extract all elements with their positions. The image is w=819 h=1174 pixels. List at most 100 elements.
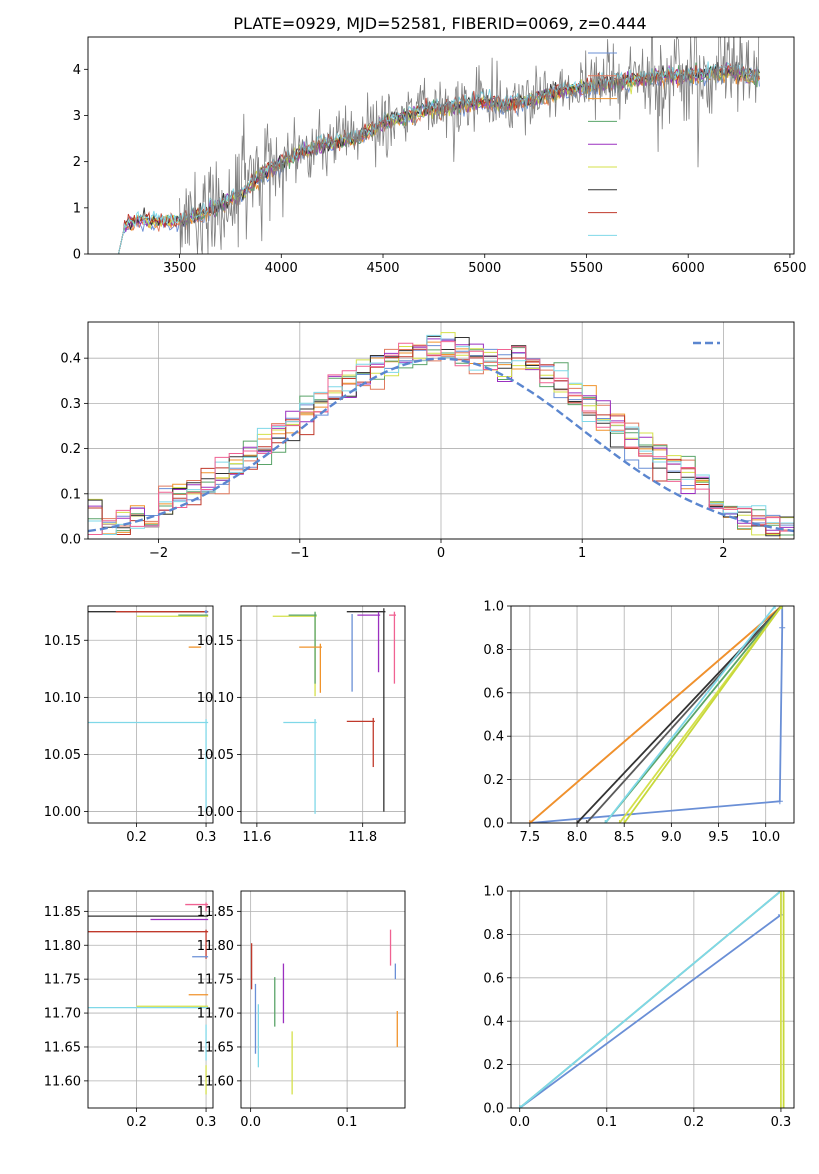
model-line-8 (118, 61, 760, 254)
cumulative-line-4 (585, 606, 783, 823)
cumulative-line-3 (576, 606, 783, 823)
data-marker (602, 820, 609, 823)
y-tick-label: 3 (73, 109, 81, 124)
chart-mass-vs-ebv: 0.0 0.1 11.60 11.65 11.70 11.75 11.80 11.85 (197, 890, 406, 1130)
cumulative-line-2 (529, 606, 783, 823)
y-tick-label: 1.0 (483, 885, 504, 900)
error-bar-point (272, 612, 317, 697)
x-tick-label: 3500 (163, 261, 196, 276)
y-tick-label: 10.00 (44, 805, 81, 820)
histogram-step-9 (88, 341, 794, 535)
x-tick-label: 2 (719, 546, 727, 561)
gaussian-curve (88, 357, 794, 533)
y-tick-label: 10.15 (197, 634, 234, 649)
x-tick-label: 9.5 (708, 830, 729, 845)
x-tick-label: −2 (149, 546, 168, 561)
y-tick-label: 10.05 (197, 748, 234, 763)
y-tick-label: 0.4 (483, 1015, 504, 1030)
plot-area (516, 891, 787, 1108)
x-tick-label: 1 (578, 546, 586, 561)
model-line-7 (118, 62, 760, 254)
x-tick-label: 0.1 (337, 1115, 358, 1130)
observed-spectrum (179, 37, 760, 254)
x-tick-label: 10.0 (751, 830, 780, 845)
y-tick-label: 0.8 (483, 643, 504, 658)
x-tick-label: 9.0 (661, 830, 682, 845)
chart-spectrum: 3500 4000 4500 5000 5500 6000 6500 0 1 2 3 4 (73, 36, 806, 276)
axes-frame (87, 36, 795, 255)
x-tick-label: 6500 (773, 261, 806, 276)
x-tick-label: 0 (437, 546, 445, 561)
y-tick-label: 11.70 (44, 1007, 81, 1022)
y-tick-label: 0.2 (60, 442, 81, 457)
x-tick-label: 5500 (570, 261, 603, 276)
x-tick-label: 0.3 (196, 1115, 217, 1130)
y-tick-label: 11.75 (197, 973, 234, 988)
data-point (204, 610, 208, 614)
data-marker (616, 820, 623, 823)
data-marker (780, 891, 787, 894)
y-tick-label: 11.70 (197, 1007, 234, 1022)
y-tick-label: 1 (73, 201, 81, 216)
y-tick-label: 11.85 (44, 905, 81, 920)
x-tick-label: 0.1 (596, 1115, 617, 1130)
data-marker (780, 1105, 787, 1108)
error-bar-point (389, 611, 397, 684)
y-tick-label: 0.4 (483, 730, 504, 745)
plot-area (118, 37, 760, 254)
data-marker (779, 624, 786, 631)
model-line-6 (118, 61, 760, 254)
axes-frame (510, 605, 795, 824)
model-line-4 (118, 62, 760, 254)
x-tick-label: 8.5 (614, 830, 635, 845)
x-tick-label: 6000 (672, 261, 705, 276)
data-marker (777, 891, 784, 894)
y-tick-label: 0.0 (60, 533, 81, 548)
y-tick-label: 0.6 (483, 686, 504, 701)
error-bar-point (357, 611, 381, 673)
y-tick-label: 10.10 (44, 691, 81, 706)
x-tick-label: 0.2 (126, 830, 147, 845)
data-marker (574, 820, 581, 823)
y-tick-label: 11.60 (44, 1074, 81, 1089)
x-tick-label: 11.8 (348, 830, 377, 845)
y-tick-label: 11.75 (44, 973, 81, 988)
y-tick-label: 0 (73, 248, 81, 263)
axes-frame (87, 605, 214, 824)
y-tick-label: 11.80 (44, 939, 81, 954)
x-tick-label: 0.2 (126, 1115, 147, 1130)
data-marker (778, 606, 785, 609)
x-tick-label: 4500 (366, 261, 399, 276)
axes-frame (240, 890, 406, 1109)
data-marker (583, 820, 590, 823)
x-tick-label: 0.0 (240, 1115, 261, 1130)
y-tick-label: 0.0 (483, 817, 504, 832)
x-tick-label: 0.3 (771, 1115, 792, 1130)
y-tick-label: 0.2 (483, 773, 504, 788)
plot-area (88, 902, 209, 1095)
data-marker (516, 1105, 523, 1108)
figure-title: PLATE=0929, MJD=52581, FIBERID=0069, z=0… (233, 14, 646, 33)
y-tick-label: 0.3 (60, 397, 81, 412)
y-tick-label: 1.0 (483, 600, 504, 615)
y-tick-label: 11.80 (197, 939, 234, 954)
chart-residuals: −2 −1 0 1 2 0.0 0.1 0.2 0.3 0.4 (60, 321, 795, 561)
x-tick-label: 0.2 (684, 1115, 705, 1130)
y-tick-label: 0.0 (483, 1102, 504, 1117)
chart-age-vs-z: 0.2 0.3 10.00 10.05 10.10 10.15 (44, 605, 217, 845)
chart-mass-weight-vs-age: 7.5 8.0 8.5 9.0 9.5 10.0 0.0 0.2 0.4 0.6 0.8 1.0 (483, 600, 795, 845)
plot-area (88, 332, 794, 539)
x-tick-label: 0.3 (196, 830, 217, 845)
plot-area (88, 610, 209, 812)
y-tick-label: 10.10 (197, 691, 234, 706)
cumulative-line-6 (604, 606, 776, 823)
chart-mass-weight-vs-z: 0.0 0.1 0.2 0.3 0.0 0.2 0.4 0.6 0.8 1.0 (483, 885, 795, 1130)
y-tick-label: 11.65 (197, 1040, 234, 1055)
y-tick-label: 11.65 (44, 1040, 81, 1055)
model-line-3 (118, 62, 760, 254)
cumulative-line-2 (519, 891, 782, 1108)
data-marker (621, 820, 628, 823)
x-tick-label: 0.0 (509, 1115, 530, 1130)
y-tick-label: 0.2 (483, 1058, 504, 1073)
